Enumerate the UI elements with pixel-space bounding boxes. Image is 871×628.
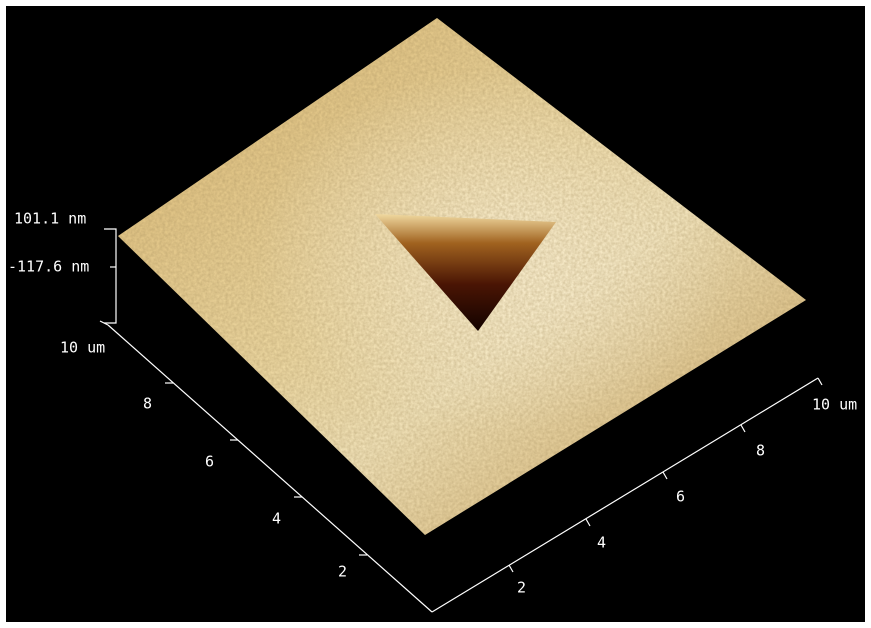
right-tick-label: 8 <box>756 442 765 460</box>
right-tick-label: 2 <box>517 579 526 597</box>
left-tick-label: 8 <box>143 395 152 413</box>
right-tick-label: 4 <box>597 534 606 552</box>
right-tick-label: 10 um <box>812 396 857 414</box>
z-top-label: 101.1 nm <box>14 210 86 228</box>
z-bottom-label: -117.6 nm <box>8 258 89 276</box>
z-axis: 101.1 nm -117.6 nm <box>8 210 117 324</box>
right-tick-label: 6 <box>676 488 685 506</box>
left-tick-label: 2 <box>338 563 347 581</box>
left-tick-label: 6 <box>205 453 214 471</box>
indent-pit <box>375 214 556 331</box>
left-axis: 2 4 6 8 10 um <box>60 320 433 613</box>
left-tick-label: 10 um <box>60 339 105 357</box>
left-tick-label: 4 <box>272 510 281 528</box>
right-axis: 2 4 6 8 10 um <box>431 377 857 613</box>
